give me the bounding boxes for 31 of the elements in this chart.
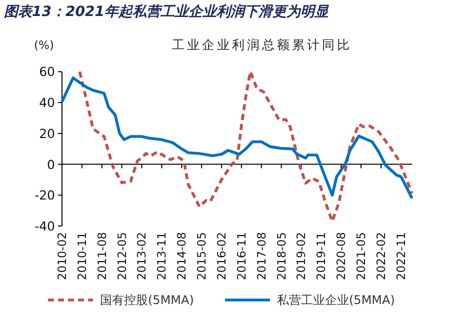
line-series <box>78 70 414 223</box>
x-tick-label: 2016-11 <box>234 232 248 280</box>
x-tick-label: 2019-11 <box>314 232 328 280</box>
y-tick-label: -20 <box>34 188 56 203</box>
x-tick-label: 2022-02 <box>374 232 388 280</box>
x-tick-label: 2019-02 <box>294 232 308 280</box>
x-tick-label: 2011-08 <box>94 232 109 280</box>
x-tick-label: 2021-05 <box>354 232 368 280</box>
x-tick-label: 2012-05 <box>114 232 129 280</box>
y-axis-title: (%) <box>34 38 54 52</box>
x-tick-label: 2015-05 <box>194 232 209 280</box>
x-tick-label: 2013-11 <box>154 232 169 280</box>
chart-title: 图表13：2021年起私营工业企业利润下滑更为明显 <box>4 3 330 20</box>
y-tick-label: 0 <box>47 156 56 172</box>
x-tick-label: 2010-11 <box>74 232 89 280</box>
x-tick-label: 2010-02 <box>55 232 69 280</box>
line-series <box>60 76 414 200</box>
x-tick-label: 2016-02 <box>214 232 228 280</box>
y-tick-label: 20 <box>39 126 56 141</box>
x-tick-label: 2013-02 <box>134 232 149 280</box>
x-tick-label: 2020-08 <box>334 232 348 280</box>
x-tick-label: 2014-08 <box>174 232 189 280</box>
legend-label: 私营工业企业(5MMA) <box>277 293 395 307</box>
legend-label: 国有控股(5MMA) <box>100 293 194 307</box>
y-tick-label: 40 <box>39 95 56 110</box>
y-tick-label: 60 <box>39 64 56 80</box>
y-tick-label: -40 <box>34 218 56 234</box>
x-tick-label: 2017-08 <box>254 232 268 280</box>
x-tick-label: 2018-05 <box>274 232 288 280</box>
x-tick-label: 2022-11 <box>394 232 408 280</box>
chart-subtitle: 工业企业利润总额累计同比 <box>172 37 352 52</box>
